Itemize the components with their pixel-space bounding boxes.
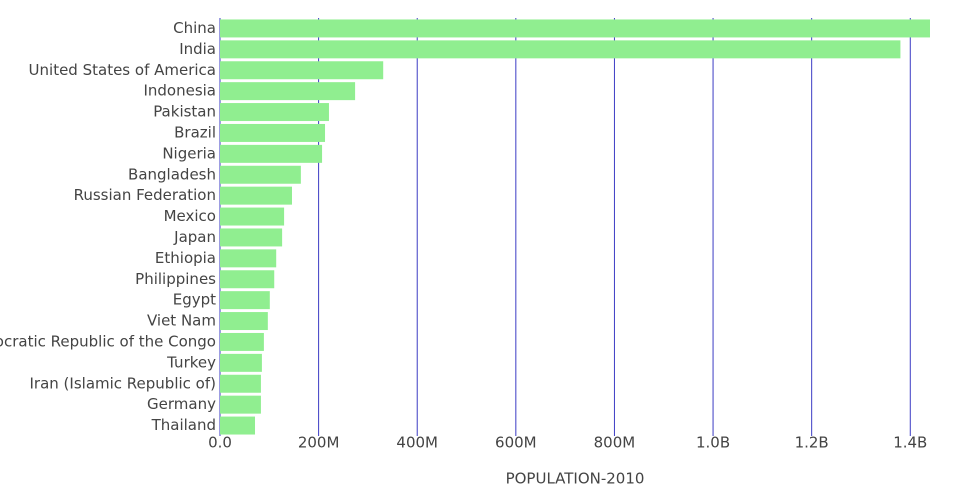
y-tick-label: China [173,19,216,37]
bar [220,228,283,247]
bar [220,19,930,38]
y-tick-label: India [179,40,216,58]
y-tick-label: Pakistan [153,103,216,121]
bar [220,123,326,142]
x-tick-label: 1.4B [893,434,927,452]
y-tick-label: Thailand [151,416,216,434]
y-tick-label: Indonesia [143,82,216,100]
x-tick-label: 600M [495,434,537,452]
bar [220,249,277,268]
x-tick-label: 0.0 [208,434,232,452]
y-tick-label: United States of America [29,61,216,79]
y-tick-label: Iran (Islamic Republic of) [30,374,217,392]
x-tick-label: 200M [298,434,340,452]
y-tick-label: Turkey [166,353,216,371]
bar [220,207,285,226]
bar [220,61,384,80]
bar [220,416,256,435]
y-tick-label: Viet Nam [147,312,216,330]
x-tick-label: 1.2B [795,434,829,452]
bar [220,165,301,184]
bar [220,374,261,393]
y-tick-label: Bangladesh [128,165,216,183]
x-tick-label: 800M [594,434,636,452]
y-tick-label: Ethiopia [155,249,216,267]
bar [220,270,275,289]
y-tick-label: Democratic Republic of the Congo [0,332,216,350]
y-tick-label: Germany [147,395,216,413]
y-tick-label: Brazil [174,123,216,141]
y-tick-label: Nigeria [162,144,216,162]
y-tick-label: Philippines [135,270,216,288]
bar [220,82,356,101]
bar [220,332,264,351]
bar [220,395,261,414]
bar [220,144,323,163]
y-tick-label: Egypt [173,291,216,309]
x-tick-label: 1.0B [696,434,730,452]
bar [220,291,270,310]
x-tick-label: 400M [396,434,438,452]
y-tick-label: Russian Federation [74,186,216,204]
bar [220,103,329,122]
bar [220,186,292,205]
bar [220,353,262,372]
y-tick-label: Mexico [164,207,216,225]
bar [220,312,268,331]
bar [220,40,901,59]
x-axis-label: POPULATION-2010 [506,470,645,488]
y-tick-label: Japan [173,228,216,246]
